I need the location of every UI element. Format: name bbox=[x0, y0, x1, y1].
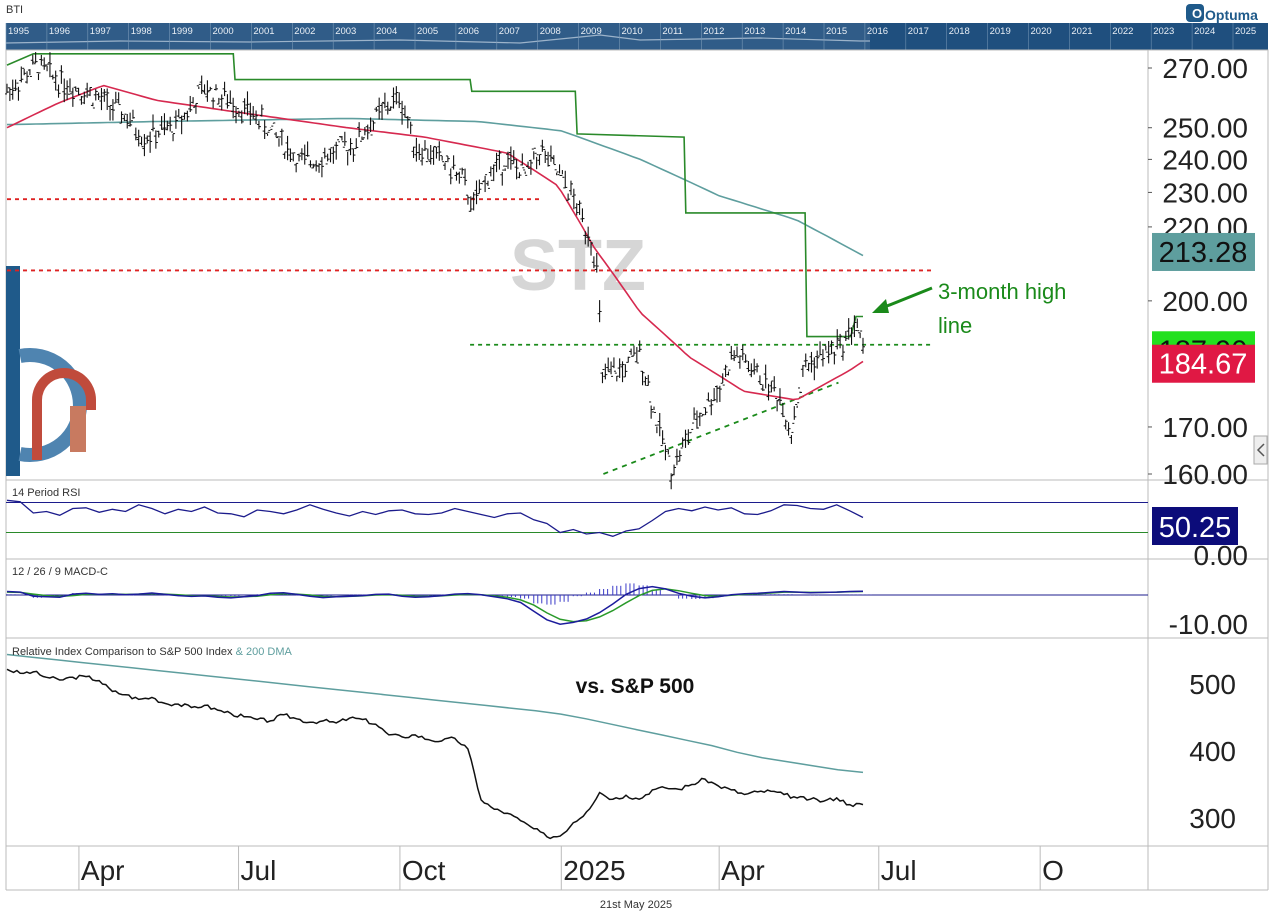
date-footer: 21st May 2025 bbox=[600, 899, 672, 911]
timeline-year-label: 2024 bbox=[1194, 26, 1215, 37]
relative-ma-line bbox=[6, 653, 864, 774]
price-panel: 270.00250.00240.00230.00220.00200.00170.… bbox=[5, 52, 1255, 490]
annotation-line1: 3-month high bbox=[938, 279, 1066, 304]
timeline-year-label: 2010 bbox=[622, 26, 643, 37]
arrow-icon bbox=[872, 299, 889, 313]
price-badge-label: 213.28 bbox=[1159, 237, 1248, 269]
optuma-brand: Optuma bbox=[1205, 7, 1258, 23]
svg-text:O: O bbox=[1192, 6, 1202, 21]
three-month-high-line bbox=[6, 53, 863, 338]
relative-panel: 500 400 300 bbox=[6, 653, 1236, 840]
timeline-year-label: 2021 bbox=[1071, 26, 1092, 37]
timeline-year-label: 2007 bbox=[499, 26, 520, 37]
scroll-handle[interactable] bbox=[1253, 435, 1268, 465]
timeline-year-label: 2019 bbox=[990, 26, 1011, 37]
price-tick-label: 270.00 bbox=[1162, 53, 1248, 84]
x-tick-label: Jul bbox=[241, 855, 277, 886]
timeline-year-label: 2012 bbox=[703, 26, 724, 37]
timeline-year-label: 2000 bbox=[213, 26, 234, 37]
macd-tick-label: -10.00 bbox=[1169, 609, 1248, 640]
relative-title: Relative Index Comparison to S&P 500 Ind… bbox=[12, 646, 293, 658]
timeline-year-label: 2002 bbox=[294, 26, 315, 37]
timeline-year-label: 1995 bbox=[8, 26, 29, 37]
relative-tick-label: 300 bbox=[1189, 803, 1236, 834]
high-line-annotation: 3-month high line bbox=[872, 279, 1066, 338]
timeline-year-label: 2023 bbox=[1153, 26, 1174, 37]
timeline-year-label: 2018 bbox=[949, 26, 970, 37]
timeline-year-label: 2014 bbox=[785, 26, 806, 37]
optuma-logo: O Optuma bbox=[1186, 4, 1258, 23]
panel-frames bbox=[5, 49, 1269, 891]
rsi-value-badge bbox=[1152, 507, 1238, 545]
watermark-ticker: STZ bbox=[510, 226, 646, 306]
x-tick-label: Jul bbox=[881, 855, 917, 886]
optuma-logo-mark bbox=[1186, 4, 1204, 22]
timeline-year-label: 2003 bbox=[335, 26, 356, 37]
x-tick-label: Apr bbox=[81, 855, 125, 886]
timeline-year-label: 1996 bbox=[49, 26, 70, 37]
price-tick-label: 230.00 bbox=[1162, 177, 1248, 208]
timeline-year-label: 2017 bbox=[908, 26, 929, 37]
price-tick-label: 160.00 bbox=[1162, 459, 1248, 490]
ticker-code: BTI bbox=[6, 4, 23, 16]
x-axis: Apr Jul Oct 2025 Apr Jul O bbox=[78, 846, 1064, 890]
timeline-year-label: 2006 bbox=[458, 26, 479, 37]
price-badge-label: 184.67 bbox=[1159, 349, 1248, 381]
relative-tick-label: 500 bbox=[1189, 669, 1236, 700]
timeline-year-label: 2025 bbox=[1235, 26, 1256, 37]
rsi-tick-label: 0.00 bbox=[1194, 540, 1249, 571]
timeline-year-label: 2020 bbox=[1031, 26, 1052, 37]
timeline-year-label: 2008 bbox=[540, 26, 561, 37]
timeline-year-label: 2022 bbox=[1112, 26, 1133, 37]
rsi-line bbox=[6, 499, 864, 537]
x-tick-label: 2025 bbox=[563, 855, 625, 886]
timeline-year-label: 2013 bbox=[744, 26, 765, 37]
price-badge bbox=[1152, 344, 1255, 383]
x-tick-label: Oct bbox=[402, 855, 446, 886]
price-tick-label: 240.00 bbox=[1162, 144, 1248, 175]
relative-tick-label: 400 bbox=[1189, 736, 1236, 767]
relative-line bbox=[6, 668, 864, 840]
timeline-strip[interactable]: 1995 1996 1997 1998 1999 2000 2001 2002 2003 2004… bbox=[5, 23, 1268, 50]
chevron-left-icon bbox=[1256, 443, 1265, 457]
timeline-year-label: 2001 bbox=[253, 26, 274, 37]
price-tick-label: 200.00 bbox=[1162, 286, 1248, 317]
rsi-value-label: 50.25 bbox=[1159, 512, 1232, 544]
timeline-year-label: 2016 bbox=[867, 26, 888, 37]
ma200-line bbox=[6, 117, 864, 257]
timeline-window bbox=[6, 23, 870, 50]
timeline-year-label: 1998 bbox=[131, 26, 152, 37]
timeline-year-label: 1997 bbox=[90, 26, 111, 37]
price-badge bbox=[1152, 232, 1255, 271]
publisher-logo bbox=[6, 266, 96, 476]
price-tick-label: 250.00 bbox=[1162, 113, 1248, 144]
timeline-year-label: 2009 bbox=[581, 26, 602, 37]
timeline-year-label: 2011 bbox=[662, 26, 682, 37]
timeline-year-label: 2004 bbox=[376, 26, 397, 37]
ma50-line bbox=[6, 84, 864, 401]
rsi-title: 14 Period RSI bbox=[12, 487, 80, 499]
macd-line bbox=[6, 585, 864, 625]
relative-annotation: vs. S&P 500 bbox=[576, 675, 695, 698]
timeline-year-label: 2005 bbox=[417, 26, 438, 37]
relative-title-suffix: & 200 DMA bbox=[236, 646, 293, 658]
x-tick-label: O bbox=[1042, 855, 1064, 886]
timeline-year-label: 2015 bbox=[826, 26, 847, 37]
macd-title: 12 / 26 / 9 MACD-C bbox=[12, 566, 108, 578]
macd-panel: -10.00 bbox=[6, 583, 1248, 640]
relative-title-main: Relative Index Comparison to S&P 500 Ind… bbox=[12, 646, 233, 658]
annotation-line2: line bbox=[938, 313, 972, 338]
x-tick-label: Apr bbox=[721, 855, 765, 886]
price-tick-label: 170.00 bbox=[1162, 412, 1248, 443]
timeline-year-label: 1999 bbox=[172, 26, 193, 37]
